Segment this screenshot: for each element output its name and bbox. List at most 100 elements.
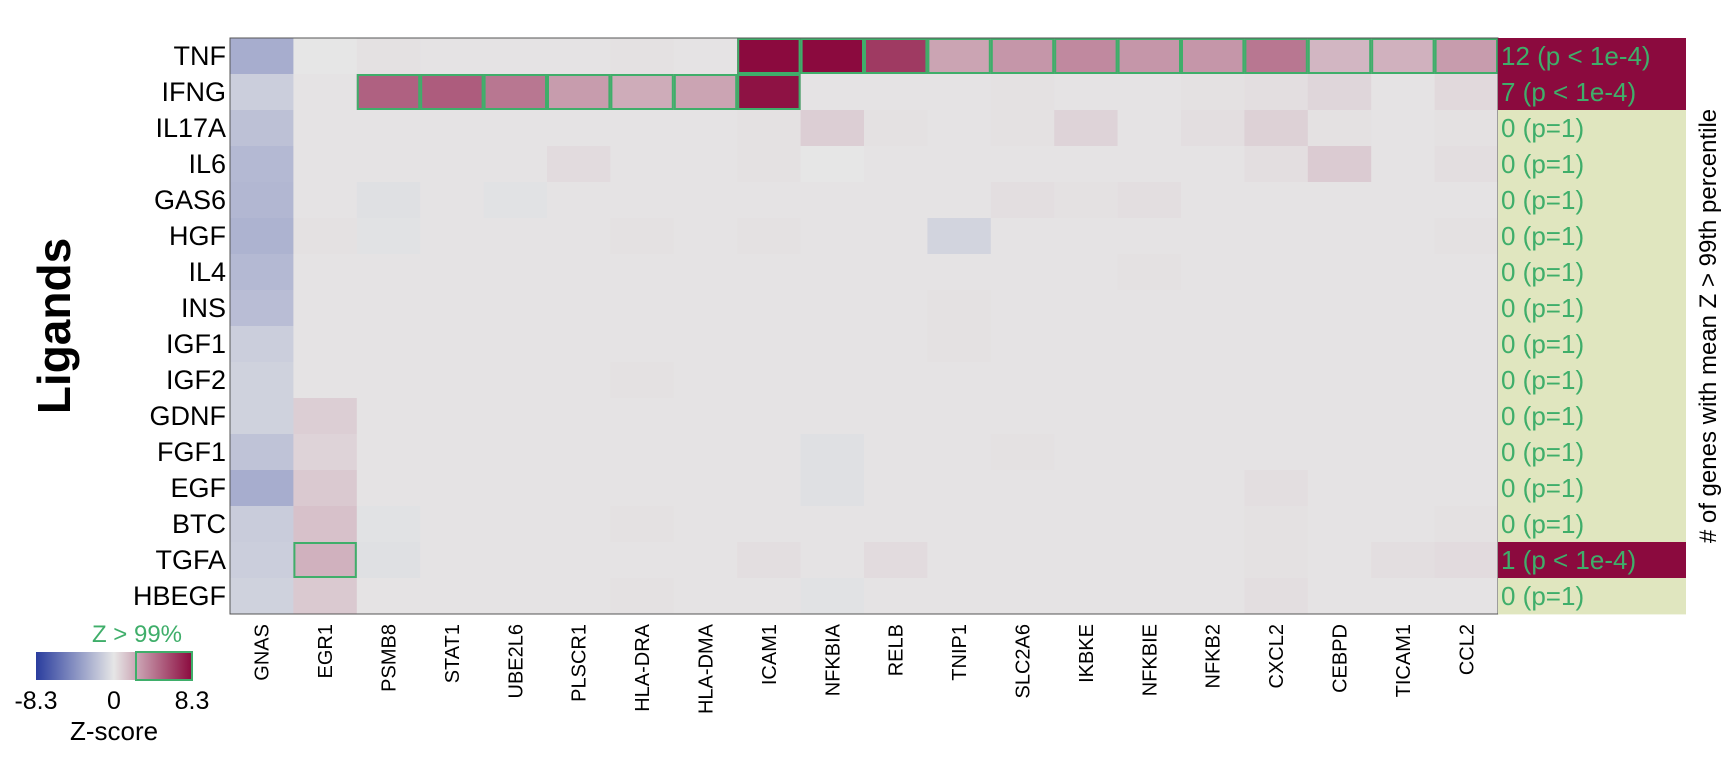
- heatmap-cell: [483, 74, 548, 111]
- heatmap-cell: [293, 398, 358, 435]
- heatmap-cell: [1307, 254, 1372, 291]
- summary-cell: [1498, 506, 1686, 543]
- heatmap-cell: [356, 290, 421, 327]
- heatmap-cell: [1244, 290, 1309, 327]
- highlight-outlines: [293, 38, 1498, 578]
- heatmap-cell: [1307, 398, 1372, 435]
- heatmap-cell: [1054, 146, 1118, 183]
- heatmap-cell: [547, 218, 611, 255]
- heatmap-cell: [610, 398, 675, 435]
- heatmap-cell: [927, 74, 992, 111]
- heatmap-cell: [483, 434, 548, 471]
- column-label: RELB: [886, 624, 908, 676]
- heatmap-cell: [1054, 434, 1118, 471]
- row-label: HGF: [169, 221, 226, 251]
- heatmap-cell: [1371, 470, 1435, 507]
- heatmap-cell: [1117, 146, 1182, 183]
- highlight-outline: [1244, 38, 1308, 74]
- heatmap-cell: [1307, 506, 1372, 543]
- heatmap-cell: [990, 434, 1055, 471]
- summary-cell: [1498, 182, 1686, 219]
- heatmap-cell: [230, 38, 294, 75]
- heatmap-cell: [1244, 398, 1309, 435]
- heatmap-cell: [1371, 506, 1435, 543]
- heatmap-cell: [1181, 74, 1245, 111]
- summary-label: 0 (p=1): [1501, 149, 1584, 179]
- heatmap-cell: [1434, 506, 1499, 543]
- row-summary-column: 12 (p < 1e-4) 7 (p < 1e-4) 0 (p=1) 0 (p=1) 0…: [1498, 38, 1686, 615]
- column-label: UBE2L6: [505, 624, 527, 699]
- heatmap-cell: [1244, 506, 1309, 543]
- heatmap-cell: [483, 146, 548, 183]
- column-label: HLA-DRA: [632, 623, 654, 711]
- highlight-outline: [800, 38, 864, 74]
- heatmap-cell: [547, 398, 611, 435]
- heatmap-cell: [1054, 506, 1118, 543]
- summary-label: 0 (p=1): [1501, 113, 1584, 143]
- heatmap-cell: [737, 74, 801, 111]
- heatmap-cell: [356, 506, 421, 543]
- heatmap-cell: [293, 362, 358, 399]
- heatmap-cell: [673, 398, 738, 435]
- heatmap-cell: [673, 146, 738, 183]
- heatmap-cell: [420, 182, 484, 219]
- heatmap-cell: [927, 290, 992, 327]
- column-label: PSMB8: [379, 624, 401, 692]
- heatmap-cell: [927, 578, 992, 615]
- heatmap-cell: [230, 254, 294, 291]
- heatmap-cell: [800, 38, 865, 75]
- heatmap-cell: [610, 182, 675, 219]
- heatmap-cell: [293, 506, 358, 543]
- heatmap-cell: [1117, 74, 1182, 111]
- heatmap-cell: [1244, 470, 1309, 507]
- heatmap-cell: [1054, 542, 1118, 579]
- heatmap-cell: [356, 74, 421, 111]
- heatmap-cell: [293, 578, 358, 615]
- heatmap-cell: [737, 362, 801, 399]
- heatmap-cell: [1371, 254, 1435, 291]
- heatmap-cell: [737, 110, 801, 147]
- heatmap-cell: [356, 434, 421, 471]
- column-label: TNIP1: [949, 624, 971, 681]
- heatmap-cell: [737, 434, 801, 471]
- highlight-outline: [864, 38, 928, 74]
- heatmap-cell: [293, 470, 358, 507]
- highlight-outline: [927, 38, 991, 74]
- heatmap-cell: [420, 38, 484, 75]
- row-label: HBEGF: [133, 581, 226, 611]
- heatmap-cell: [990, 470, 1055, 507]
- heatmap-cell: [864, 326, 928, 363]
- heatmap-cell: [990, 182, 1055, 219]
- heatmap-cell: [1371, 74, 1435, 111]
- heatmap-cell: [864, 506, 928, 543]
- heatmap-cell: [356, 218, 421, 255]
- heatmap-cell: [990, 326, 1055, 363]
- heatmap-cell: [1244, 38, 1309, 75]
- heatmap-cell: [420, 398, 484, 435]
- heatmap-cell: [800, 434, 865, 471]
- heatmap-cell: [927, 542, 992, 579]
- heatmap-cell: [864, 110, 928, 147]
- legend-gradient-bar: [36, 652, 192, 680]
- heatmap-cell: [483, 290, 548, 327]
- heatmap-cell: [737, 542, 801, 579]
- heatmap-cell: [547, 326, 611, 363]
- heatmap-cell: [483, 578, 548, 615]
- heatmap-cell: [990, 506, 1055, 543]
- heatmap-cell: [1181, 254, 1245, 291]
- heatmap-cell: [1181, 362, 1245, 399]
- heatmap-cell: [927, 146, 992, 183]
- heatmap-cell: [800, 290, 865, 327]
- summary-label: 0 (p=1): [1501, 437, 1584, 467]
- heatmap-cell: [293, 110, 358, 147]
- heatmap-cell: [1434, 218, 1499, 255]
- heatmap-cell: [356, 38, 421, 75]
- heatmap-cell: [1307, 362, 1372, 399]
- heatmap-cell: [547, 290, 611, 327]
- heatmap-cell: [483, 470, 548, 507]
- heatmap-cell: [1181, 542, 1245, 579]
- y-axis-title: Ligands: [28, 238, 80, 414]
- heatmap-cell: [800, 326, 865, 363]
- summary-label: 0 (p=1): [1501, 365, 1584, 395]
